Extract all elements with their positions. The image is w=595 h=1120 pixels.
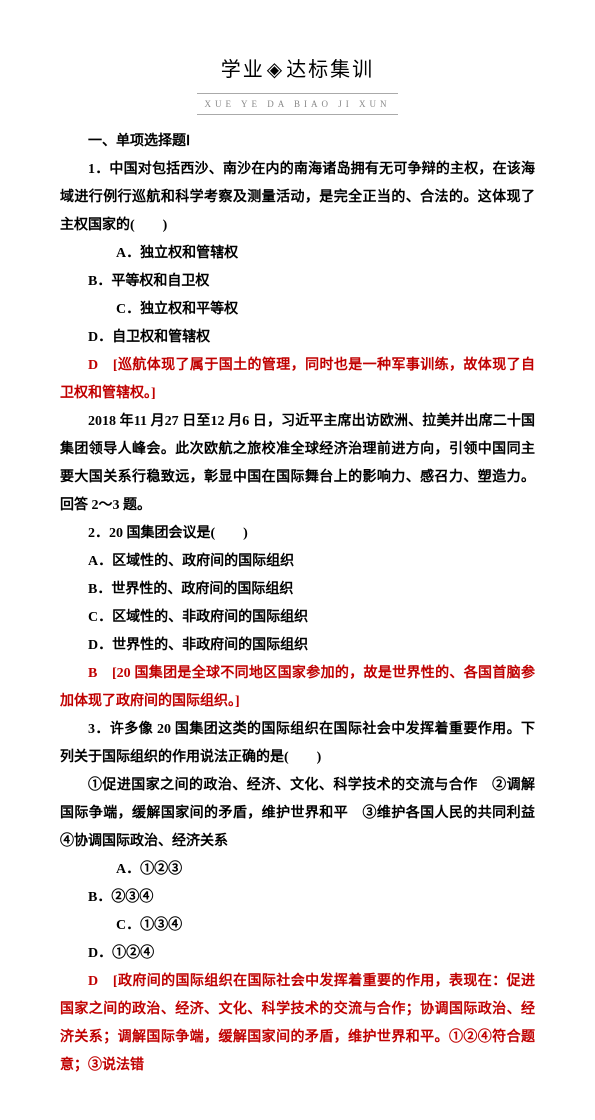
passage-text: 2018 年11 月27 日至12 月6 日，习近平主席出访欧洲、拉美并出席二十…: [60, 408, 535, 520]
q2-optD: D．世界性的、非政府间的国际组织: [60, 632, 535, 660]
q2-optA: A．区域性的、政府间的国际组织: [60, 548, 535, 576]
q3-optD: D．①②④: [60, 940, 288, 968]
page-header: 学业◈达标集训 XUE YE DA BIAO JI XUN: [60, 50, 535, 118]
header-subtitle: XUE YE DA BIAO JI XUN: [197, 93, 399, 115]
q3-answer: D [政府间的国际组织在国际社会中发挥着重要的作用，表现在：促进国家之间的政治、…: [60, 968, 535, 1080]
q3-options-row1: A．①②③ B．②③④: [60, 856, 535, 912]
header-right: 达标集训: [286, 59, 374, 81]
q1-optD: D．自卫权和管辖权: [60, 324, 288, 352]
q3-options-row2: C．①③④ D．①②④: [60, 912, 535, 968]
q1-ans-letter: D: [88, 358, 98, 373]
header-left: 学业: [221, 59, 265, 81]
q2-ans-text: [20 国集团是全球不同地区国家参加的，故是世界性的、各国首脑参加体现了政府间的…: [60, 666, 535, 709]
q1-optC: C．独立权和平等权: [88, 296, 316, 324]
q3-optC: C．①③④: [88, 912, 316, 940]
q3-ans-text: [政府间的国际组织在国际社会中发挥着重要的作用，表现在：促进国家之间的政治、经济…: [60, 974, 535, 1073]
q1-optA: A．独立权和管辖权: [88, 240, 316, 268]
q2-stem: 2．20 国集团会议是( ): [60, 520, 535, 548]
section-title: 一、单项选择题Ⅰ: [60, 128, 535, 156]
header-diamond: ◈: [267, 59, 284, 81]
q3-items: ①促进国家之间的政治、经济、文化、科学技术的交流与合作 ②调解国际争端，缓解国家…: [60, 772, 535, 856]
q2-ans-letter: B: [88, 666, 97, 681]
q3-stem: 3．许多像 20 国集团这类的国际组织在国际社会中发挥着重要作用。下列关于国际组…: [60, 716, 535, 772]
q2-optB: B．世界性的、政府间的国际组织: [60, 576, 535, 604]
q3-optA: A．①②③: [88, 856, 316, 884]
q2-optC: C．区域性的、非政府间的国际组织: [60, 604, 535, 632]
content-area: 一、单项选择题Ⅰ 1．中国对包括西沙、南沙在内的南海诸岛拥有无可争辩的主权，在该…: [60, 128, 535, 1080]
q1-options-row2: C．独立权和平等权 D．自卫权和管辖权: [60, 296, 535, 352]
q3-optB: B．②③④: [60, 884, 288, 912]
q1-stem: 1．中国对包括西沙、南沙在内的南海诸岛拥有无可争辩的主权，在该海域进行例行巡航和…: [60, 156, 535, 240]
q1-ans-text: [巡航体现了属于国土的管理，同时也是一种军事训练，故体现了自卫权和管辖权。]: [60, 358, 535, 401]
header-title: 学业◈达标集训: [60, 50, 535, 90]
q1-optB: B．平等权和自卫权: [60, 268, 288, 296]
q1-answer: D [巡航体现了属于国土的管理，同时也是一种军事训练，故体现了自卫权和管辖权。]: [60, 352, 535, 408]
q1-options-row1: A．独立权和管辖权 B．平等权和自卫权: [60, 240, 535, 296]
q3-ans-letter: D: [88, 974, 98, 989]
q2-answer: B [20 国集团是全球不同地区国家参加的，故是世界性的、各国首脑参加体现了政府…: [60, 660, 535, 716]
